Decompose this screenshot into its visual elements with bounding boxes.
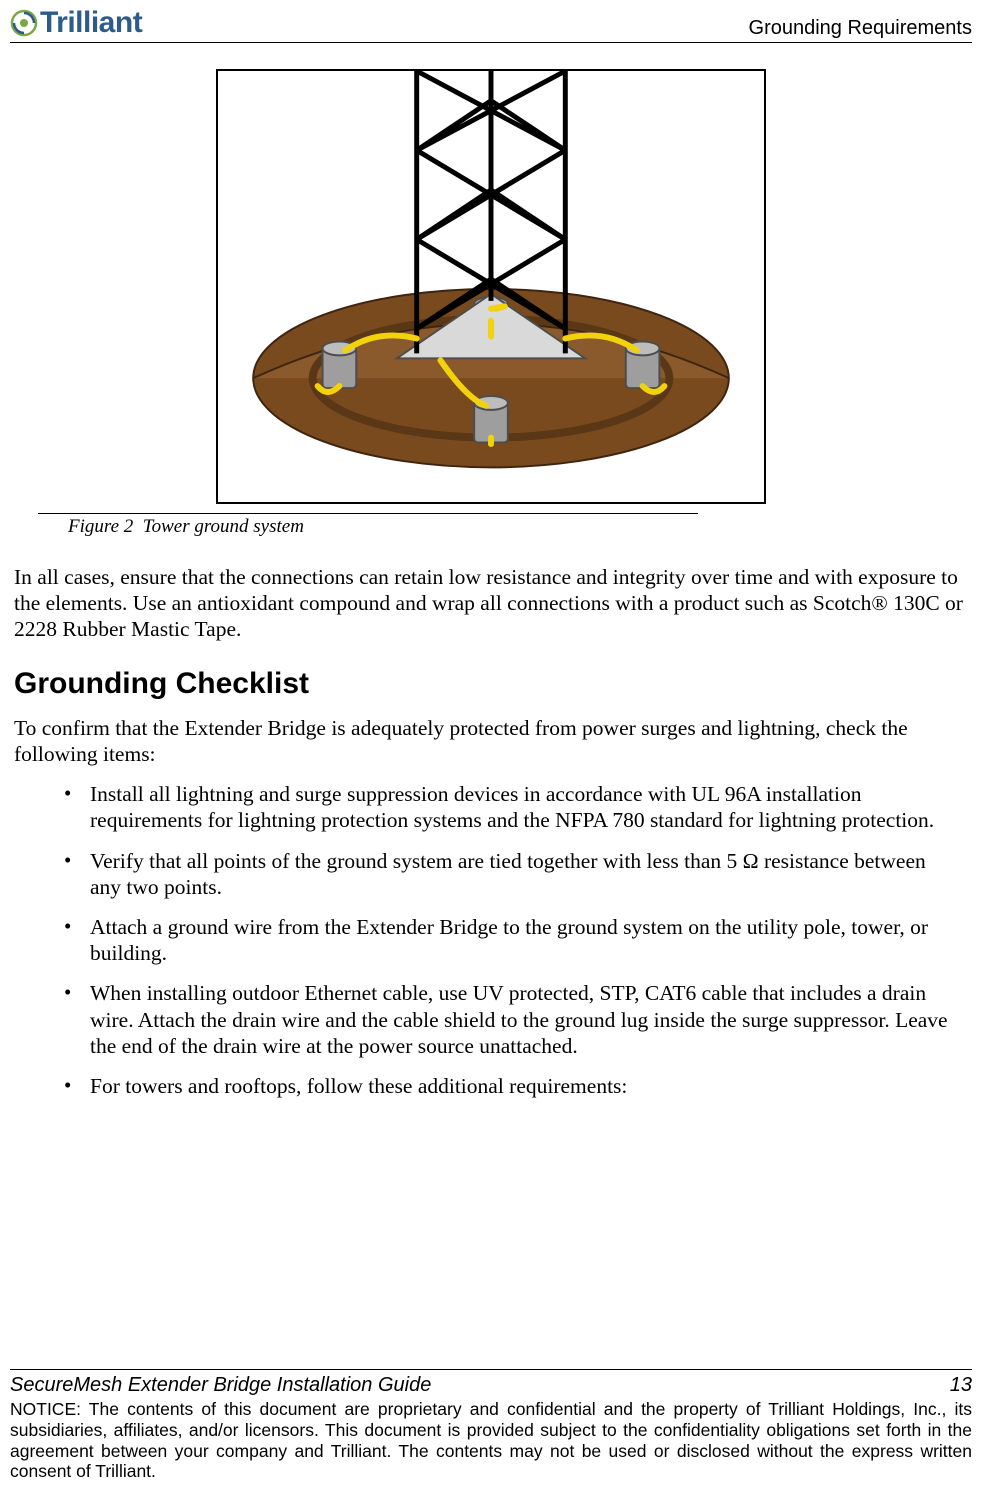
figure-caption-text: Tower ground system xyxy=(143,516,304,537)
list-item: For towers and rooftops, follow these ad… xyxy=(64,1073,962,1099)
footer-rule xyxy=(10,1369,972,1370)
logo-text: Trilliant xyxy=(40,6,142,40)
page-header: Trilliant Grounding Requirements xyxy=(10,0,972,43)
list-item: Install all lightning and surge suppress… xyxy=(64,781,962,833)
footer-notice: NOTICE: The contents of this document ar… xyxy=(10,1399,972,1482)
body-paragraph-1: In all cases, ensure that the connection… xyxy=(14,564,968,643)
checklist-intro: To confirm that the Extender Bridge is a… xyxy=(14,715,968,767)
figure-rule xyxy=(38,513,698,514)
footer-page-number: 13 xyxy=(950,1374,972,1397)
tower-ground-system-diagram xyxy=(216,69,766,504)
grounding-checklist: Install all lightning and surge suppress… xyxy=(64,781,962,1099)
section-heading-grounding-checklist: Grounding Checklist xyxy=(14,667,968,701)
list-item: Verify that all points of the ground sys… xyxy=(64,848,962,900)
figure-container xyxy=(10,69,972,509)
figure-number: Figure 2 xyxy=(68,516,133,537)
list-item: Attach a ground wire from the Extender B… xyxy=(64,914,962,966)
list-item: When installing outdoor Ethernet cable, … xyxy=(64,980,962,1059)
page-footer: SecureMesh Extender Bridge Installation … xyxy=(10,1369,972,1482)
logo-swirl-icon xyxy=(10,9,38,37)
header-section-title: Grounding Requirements xyxy=(749,17,972,40)
footer-doc-title: SecureMesh Extender Bridge Installation … xyxy=(10,1374,431,1397)
figure-caption: Figure 2 Tower ground system xyxy=(68,516,972,538)
logo: Trilliant xyxy=(10,6,142,40)
footer-title-row: SecureMesh Extender Bridge Installation … xyxy=(10,1374,972,1397)
